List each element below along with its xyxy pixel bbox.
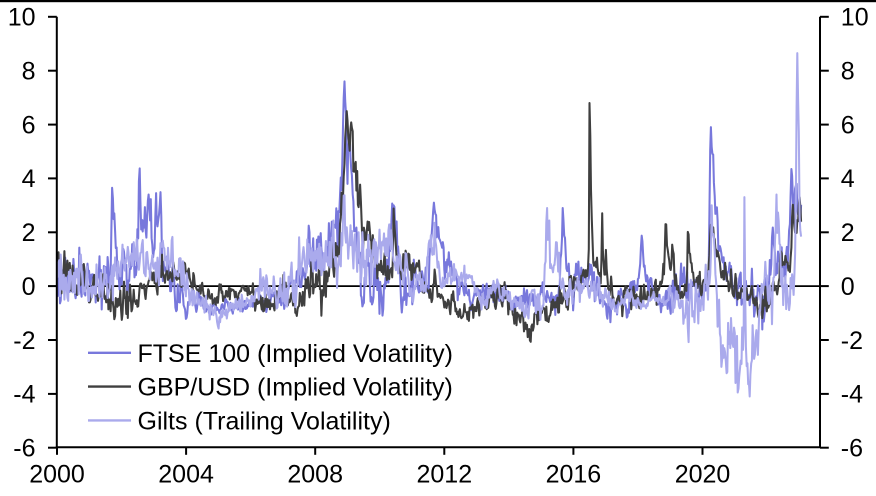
svg-text:-6: -6 — [841, 435, 863, 463]
svg-text:2012: 2012 — [416, 461, 472, 489]
svg-text:8: 8 — [22, 58, 36, 86]
svg-text:2: 2 — [841, 219, 855, 247]
svg-text:Gilts (Trailing Volatility): Gilts (Trailing Volatility) — [138, 407, 391, 435]
svg-text:10: 10 — [8, 4, 36, 32]
svg-text:0: 0 — [841, 273, 855, 301]
svg-text:-6: -6 — [13, 435, 35, 463]
svg-text:-2: -2 — [13, 327, 35, 355]
svg-text:GBP/USD (Implied Volatility): GBP/USD (Implied Volatility) — [138, 374, 453, 402]
svg-text:2008: 2008 — [287, 461, 343, 489]
svg-text:0: 0 — [22, 273, 36, 301]
svg-text:4: 4 — [22, 165, 36, 193]
svg-text:-4: -4 — [841, 381, 863, 409]
svg-text:2000: 2000 — [29, 461, 85, 489]
svg-text:2020: 2020 — [675, 461, 731, 489]
svg-text:-2: -2 — [841, 327, 863, 355]
svg-text:8: 8 — [841, 58, 855, 86]
svg-text:-4: -4 — [13, 381, 35, 409]
svg-text:2004: 2004 — [158, 461, 214, 489]
svg-text:FTSE 100 (Implied Volatility): FTSE 100 (Implied Volatility) — [138, 340, 453, 368]
svg-text:10: 10 — [841, 4, 869, 32]
svg-text:2016: 2016 — [546, 461, 602, 489]
svg-text:6: 6 — [22, 111, 36, 139]
svg-text:4: 4 — [841, 165, 855, 193]
svg-text:2: 2 — [22, 219, 36, 247]
svg-text:6: 6 — [841, 111, 855, 139]
